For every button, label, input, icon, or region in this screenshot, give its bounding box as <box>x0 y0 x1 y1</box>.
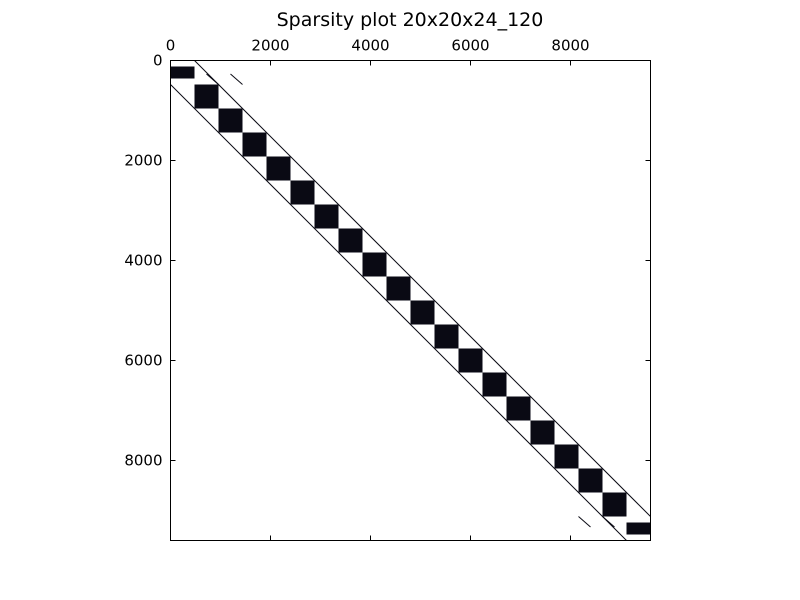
diagonal-block <box>602 492 627 517</box>
x-tick-label: 0 <box>166 37 176 55</box>
diagonal-block <box>554 444 579 469</box>
y-tick-label: 2000 <box>124 152 162 170</box>
diagonal-block <box>578 468 603 493</box>
x-tick-label: 8000 <box>551 37 589 55</box>
diagonal-block <box>266 156 291 181</box>
diagonal-block <box>482 372 507 397</box>
nonzero-segment <box>206 73 219 85</box>
y-tick-label: 6000 <box>124 352 162 370</box>
diagonal-block <box>338 228 363 253</box>
diagonal-block <box>290 180 315 205</box>
diagonal-block <box>458 348 483 373</box>
diagonal-block <box>386 276 411 301</box>
y-tick-label: 8000 <box>124 452 162 470</box>
diagonal-block <box>218 108 243 133</box>
diagonal-block <box>314 204 339 229</box>
matrix-nonzeros <box>170 60 651 541</box>
diagonal-block <box>242 132 267 157</box>
axis-ticks: 0 2000 4000 6000 8000 0 2000 4000 6000 8000 <box>124 37 651 541</box>
diagonal-block <box>530 420 555 445</box>
diagonal-block <box>362 252 387 277</box>
x-tick-label: 2000 <box>251 37 289 55</box>
diagonal-block <box>170 66 195 79</box>
chart-title: Sparsity plot 20x20x24_120 <box>276 9 544 31</box>
nonzero-segment <box>230 73 243 85</box>
nonzero-segment <box>602 516 615 528</box>
y-tick-label: 0 <box>153 52 163 70</box>
diagonal-block <box>434 324 459 349</box>
off-diagonal-line <box>170 84 627 541</box>
y-tick-label: 4000 <box>124 252 162 270</box>
plot-frame <box>170 60 651 541</box>
x-tick-label: 6000 <box>451 37 489 55</box>
x-tick-label: 4000 <box>351 37 389 55</box>
diagonal-block <box>410 300 435 325</box>
diagonal-block <box>506 396 531 421</box>
off-diagonal-line <box>194 60 651 517</box>
diagonal-block <box>626 522 651 535</box>
diagonal-block <box>194 84 219 109</box>
nonzero-segment <box>578 516 591 528</box>
